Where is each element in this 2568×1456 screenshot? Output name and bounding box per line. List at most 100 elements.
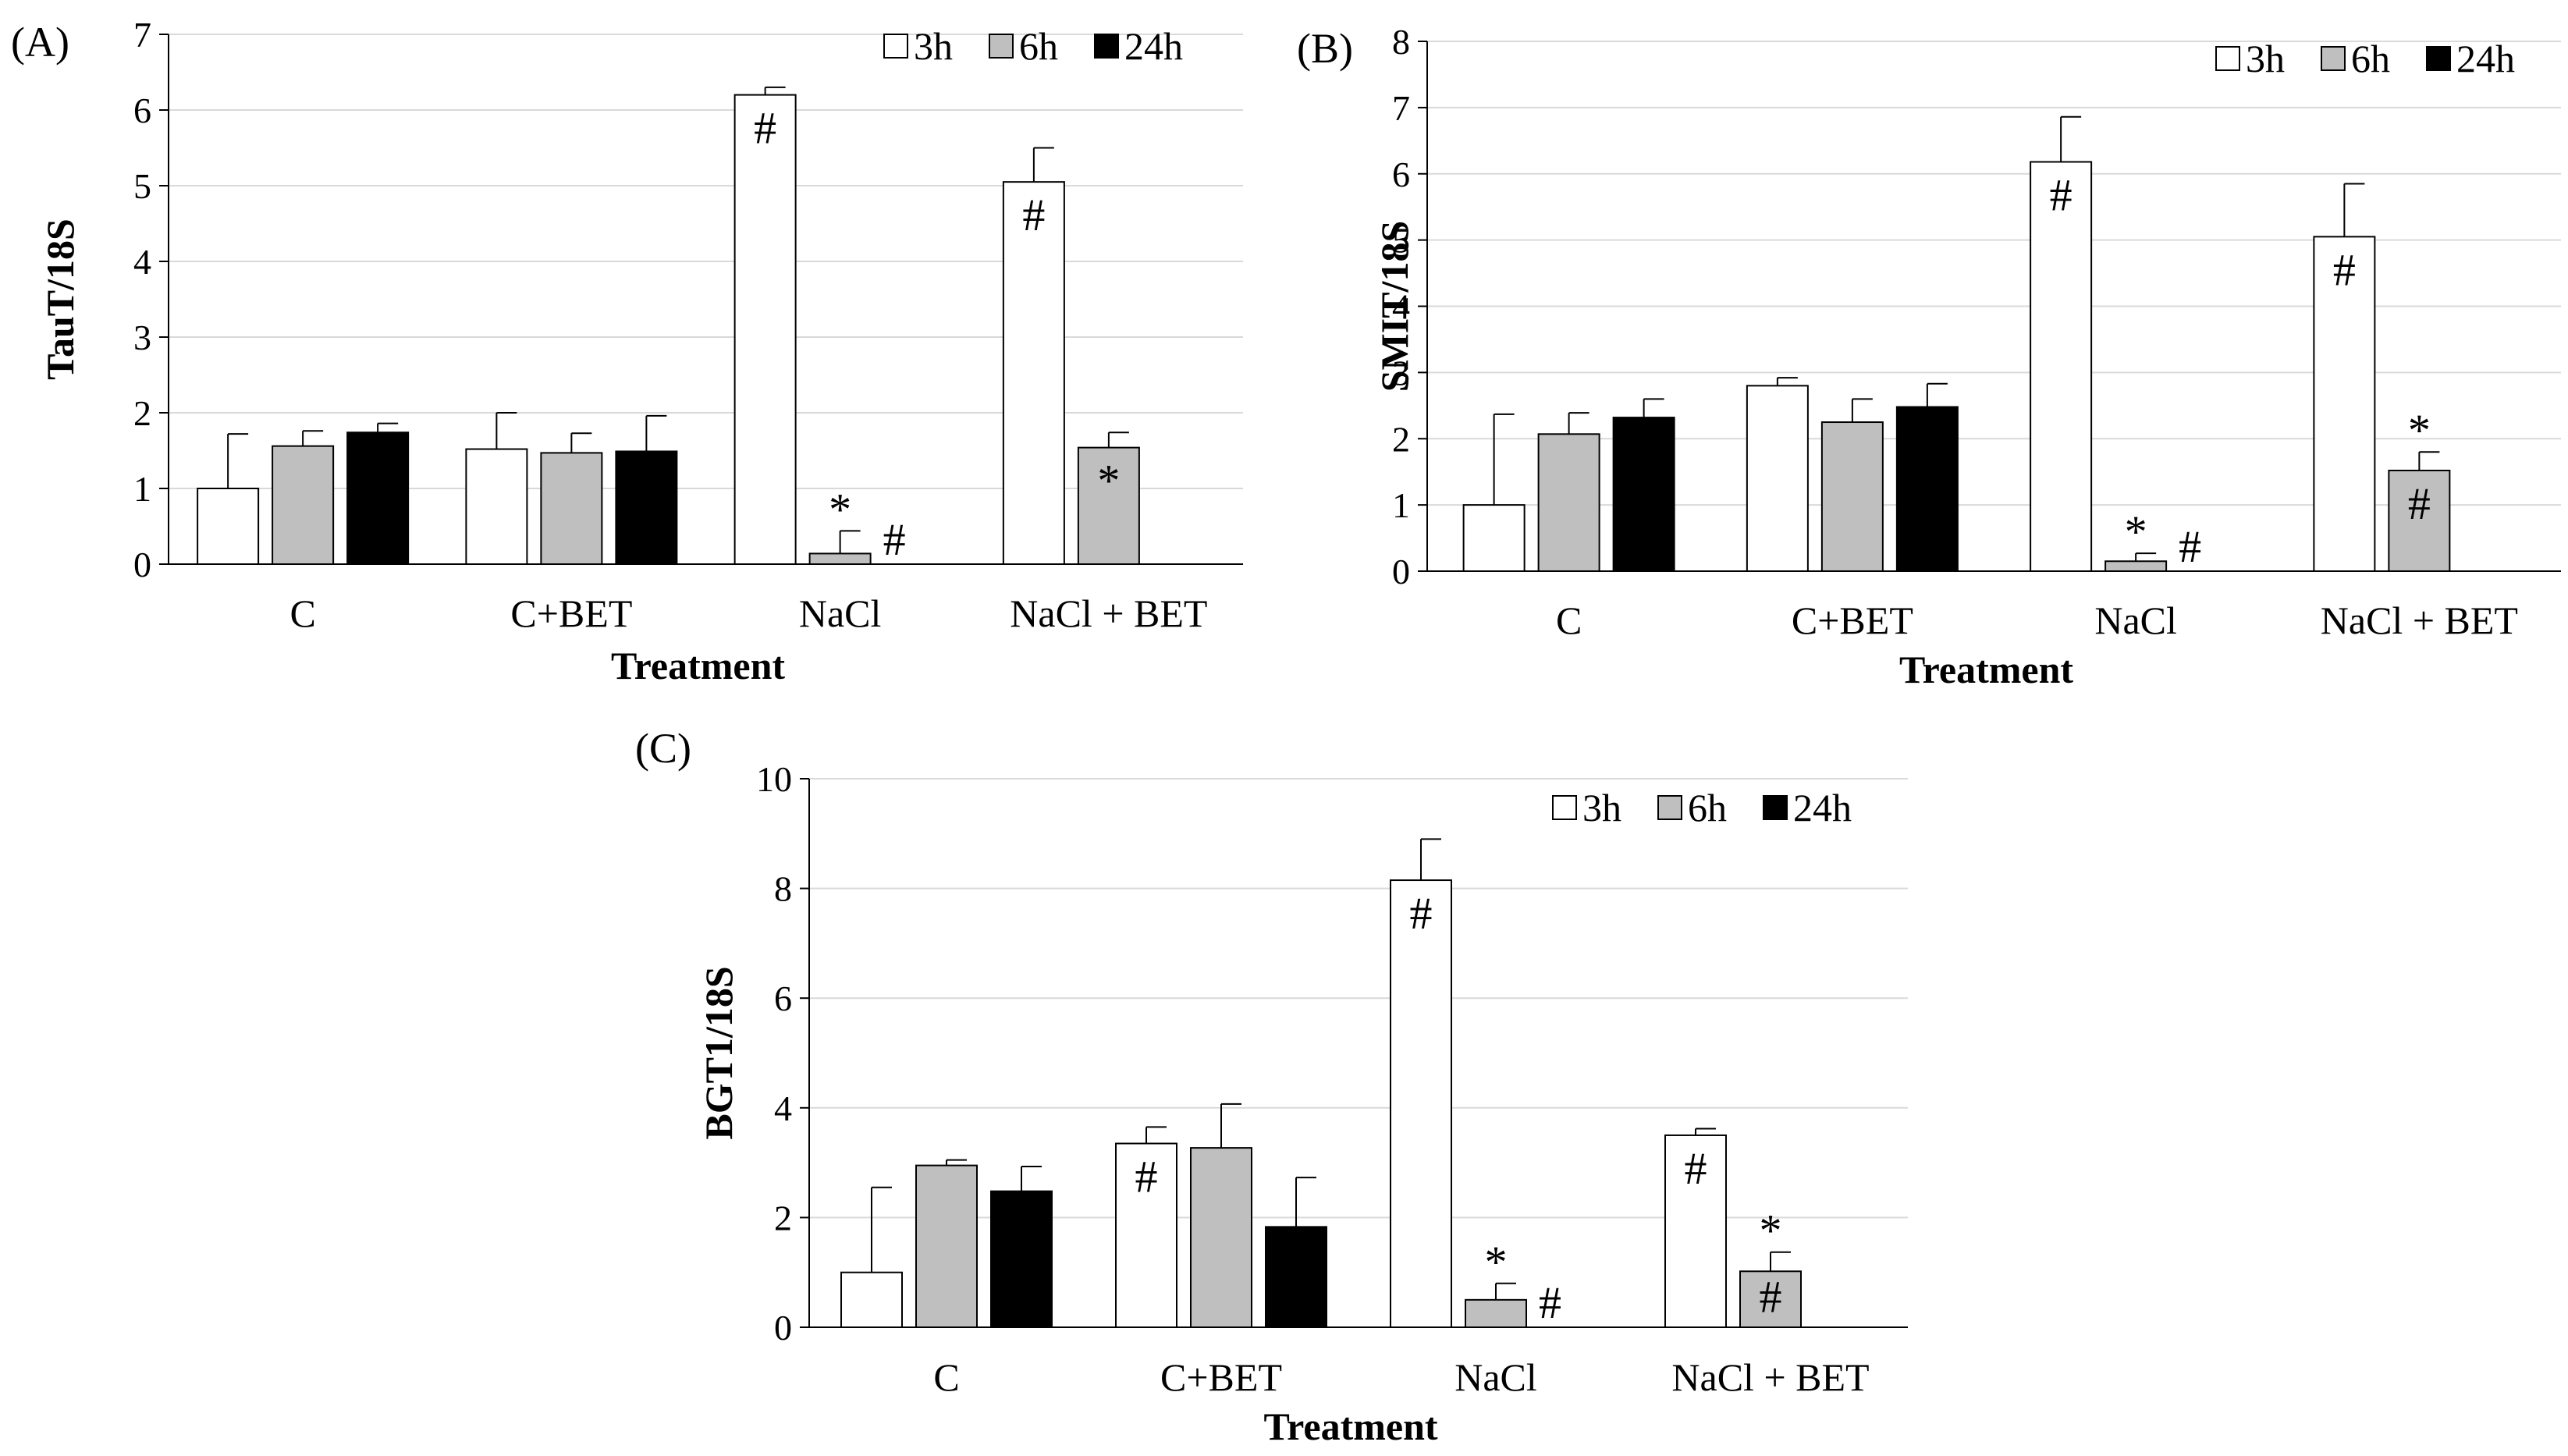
y-tick-label: 2 (774, 1198, 792, 1238)
bar-6h (808, 552, 872, 565)
panel-label: (C) (635, 725, 691, 772)
significance-hash: # (1135, 1151, 1158, 1202)
legend-label: 3h (1582, 786, 1621, 829)
significance-hash: # (2050, 169, 2073, 220)
x-axis-title: Treatment (1263, 1405, 1437, 1448)
y-tick-label: 4 (1392, 287, 1410, 327)
legend-label: 6h (1688, 786, 1727, 829)
panel-c: (C) 0 2 4 6 8 10 BGT1/18S C C+BET NaCl NaCl + BET Tr… (635, 725, 1908, 1448)
x-category-label: C+BET (1160, 1355, 1282, 1399)
y-tick-label: 6 (133, 91, 151, 130)
y-tick-label: 10 (756, 759, 792, 799)
legend-label: 3h (2246, 37, 2285, 80)
significance-hash: # (1760, 1271, 1782, 1322)
legend-swatch-6h (989, 34, 1014, 59)
bar-6h (1465, 1298, 1527, 1328)
significance-star: * (829, 484, 851, 534)
bar-6h (915, 1164, 978, 1328)
significance-hash: # (883, 514, 906, 565)
x-category-label: NaCl + BET (1671, 1355, 1869, 1399)
bar-3h (1462, 504, 1526, 572)
significance-star: * (1097, 456, 1120, 506)
y-tick-label: 5 (1392, 221, 1410, 261)
bar-24h (1895, 406, 1959, 573)
legend-label: 24h (2456, 37, 2515, 80)
significance-hash: # (2333, 244, 2356, 295)
bar-3h (1664, 1134, 1727, 1328)
bar-24h (1265, 1226, 1327, 1328)
y-tick-label: 8 (1392, 22, 1410, 62)
y-tick-label: 3 (1392, 353, 1410, 392)
bar-6h (1077, 446, 1140, 565)
significance-star: * (2408, 405, 2431, 456)
y-tick-label: 2 (1392, 419, 1410, 459)
y-tick-label: 6 (1392, 154, 1410, 194)
legend-label: 6h (1019, 24, 1058, 68)
y-tick-label: 3 (133, 318, 151, 357)
x-category-label: NaCl (1454, 1355, 1537, 1399)
y-tick-label: 4 (774, 1088, 792, 1128)
significance-hash: # (1539, 1277, 1561, 1328)
x-category-label: C+BET (510, 591, 632, 635)
y-tick-label: 1 (133, 469, 151, 509)
y-axis-title: BGT1/18S (697, 966, 741, 1139)
x-category-label: C (289, 591, 315, 635)
x-category-label: NaCl (2094, 598, 2177, 642)
significance-hash: # (2179, 521, 2201, 572)
bar-24h (990, 1190, 1053, 1328)
panel-a: (A) 0 1 2 3 4 5 6 7 TauT/18S C C+BET NaCl NaCl + BET T… (11, 15, 1243, 687)
legend-swatch-6h (1657, 795, 1682, 820)
legend-swatch-3h (883, 34, 908, 59)
significance-hash: # (1685, 1143, 1707, 1194)
legend-swatch-24h (1763, 795, 1788, 820)
legend-swatch-3h (2215, 46, 2240, 71)
bar-3h (840, 1271, 903, 1328)
y-tick-label: 6 (774, 978, 792, 1018)
y-tick-label: 4 (133, 242, 151, 282)
panel-label: (A) (11, 19, 69, 66)
bar-24h (346, 431, 410, 565)
bar-3h (1115, 1142, 1177, 1328)
x-category-label: C (933, 1355, 959, 1399)
significance-star: * (1485, 1237, 1508, 1287)
bar-3h (733, 94, 797, 566)
y-tick-label: 5 (133, 166, 151, 206)
legend-swatch-6h (2321, 46, 2346, 71)
significance-star: * (1760, 1206, 1782, 1256)
y-tick-label: 0 (774, 1308, 792, 1348)
x-category-label: C (1556, 598, 1582, 642)
bar-3h (2030, 161, 2093, 573)
bar-3h (1746, 385, 1809, 572)
legend-label: 3h (914, 24, 953, 68)
bar-6h (2104, 560, 2168, 572)
significance-hash: # (1410, 888, 1433, 939)
y-tick-label: 2 (133, 393, 151, 433)
bar-6h (1190, 1147, 1252, 1329)
significance-hash: # (754, 103, 776, 154)
y-tick-label: 1 (1392, 485, 1410, 525)
x-category-label: NaCl + BET (2321, 598, 2518, 642)
y-tick-label: 0 (1392, 552, 1410, 591)
bar-3h (1390, 879, 1452, 1329)
legend-label: 24h (1124, 24, 1183, 68)
legend-label: 24h (1793, 786, 1852, 829)
legend-label: 6h (2351, 37, 2390, 80)
panel-b: (B) 0 1 2 3 4 5 6 7 8 SMIT/18S C C+BET NaCl NaCl + BET… (1297, 22, 2561, 691)
x-axis-title: Treatment (1899, 648, 2073, 691)
y-axis-title: SMIT/18S (1373, 221, 1416, 392)
bar-3h (197, 488, 260, 565)
significance-hash: # (1022, 190, 1045, 240)
x-axis-title: Treatment (611, 644, 785, 687)
legend-swatch-24h (2426, 46, 2451, 71)
bar-6h (540, 452, 603, 565)
legend-swatch-24h (1094, 34, 1119, 59)
bar-6h (1537, 433, 1600, 573)
legend-swatch-3h (1552, 795, 1577, 820)
x-category-label: NaCl + BET (1010, 591, 1207, 635)
bar-6h (1820, 421, 1884, 572)
bar-24h (1612, 417, 1675, 573)
bar-3h (465, 448, 528, 565)
bar-3h (1002, 181, 1065, 565)
significance-hash: # (2408, 478, 2431, 529)
